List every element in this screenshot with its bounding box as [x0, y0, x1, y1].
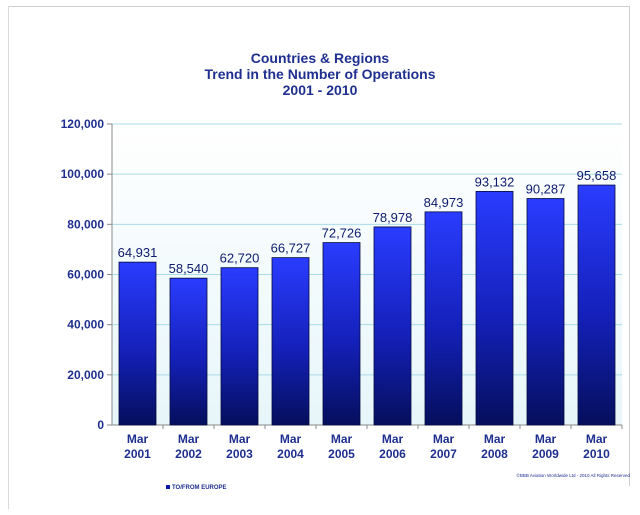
y-tick-label: 60,000	[67, 268, 104, 282]
x-tick-label-year: 2006	[379, 447, 406, 461]
x-tick-label-month: Mar	[433, 432, 455, 446]
bar-mar-2004	[271, 257, 310, 426]
x-tick-label-year: 2001	[124, 447, 151, 461]
bar-mar-2007	[424, 211, 463, 426]
y-tick-label: 0	[97, 418, 104, 432]
data-label: 78,978	[373, 210, 413, 225]
x-tick-label-month: Mar	[382, 432, 404, 446]
bar-mar-2005	[322, 242, 361, 426]
chart-title-line-1: Countries & Regions	[250, 50, 390, 66]
chart-title-line-2: Trend in the Number of Operations	[204, 66, 436, 82]
chart-title-line-3: 2001 - 2010	[282, 82, 358, 98]
y-axis-ticks: 0 20,000 40,000 60,000 80,000 100,000 120,000	[61, 117, 105, 432]
x-axis-ticks: Mar2001Mar2002Mar2003Mar2004Mar2005Mar20…	[124, 432, 610, 461]
x-tick-label-month: Mar	[229, 432, 251, 446]
x-tick-label-year: 2002	[175, 447, 202, 461]
x-tick-label-month: Mar	[586, 432, 608, 446]
legend-label: TO/FROM EUROPE	[172, 485, 227, 491]
data-label: 95,658	[577, 168, 617, 183]
x-tick-label-year: 2008	[481, 447, 508, 461]
data-labels: 64,931 58,540 62,720 66,727 72,726 78,978 84,9…	[118, 168, 617, 276]
bar-mar-2009	[526, 198, 565, 426]
bars	[118, 184, 616, 426]
x-tick-label-year: 2004	[277, 447, 304, 461]
bar-mar-2008	[475, 190, 514, 426]
x-tick-label-year: 2003	[226, 447, 253, 461]
frame-left-edge	[8, 6, 9, 509]
data-label: 72,726	[322, 226, 362, 241]
x-tick-label-month: Mar	[178, 432, 200, 446]
x-tick-label-year: 2010	[583, 447, 610, 461]
x-tick-label-month: Mar	[535, 432, 557, 446]
x-tick-label-year: 2009	[532, 447, 559, 461]
copyright-notice: ©BBB Aviation Worldwide Ltd - 2010 All R…	[516, 473, 630, 478]
x-tick-label-year: 2007	[430, 447, 457, 461]
x-tick-label-month: Mar	[484, 432, 506, 446]
y-tick-label: 120,000	[61, 117, 105, 131]
data-label: 58,540	[169, 261, 209, 276]
y-tick-label: 80,000	[67, 217, 104, 231]
bar-mar-2006	[373, 226, 412, 426]
bar-mar-2002	[169, 277, 208, 426]
x-tick-label-month: Mar	[331, 432, 353, 446]
chart-title: Countries & Regions Trend in the Number …	[0, 50, 640, 98]
chart-frame	[8, 6, 630, 486]
data-label: 62,720	[220, 251, 260, 266]
bar-mar-2010	[577, 184, 616, 426]
y-tick-label: 40,000	[67, 318, 104, 332]
x-tick-label-year: 2005	[328, 447, 355, 461]
y-tick-label: 100,000	[61, 167, 105, 181]
legend: TO/FROM EUROPE	[166, 485, 227, 491]
data-label: 66,727	[271, 241, 311, 256]
data-label: 84,973	[424, 195, 464, 210]
x-tick-label-month: Mar	[280, 432, 302, 446]
bar-mar-2001	[118, 261, 157, 426]
x-tick-label-month: Mar	[127, 432, 149, 446]
y-tick-label: 20,000	[67, 368, 104, 382]
data-label: 90,287	[526, 182, 566, 197]
bar-mar-2003	[220, 267, 259, 426]
data-label: 93,132	[475, 174, 515, 189]
data-label: 64,931	[118, 245, 158, 260]
legend-swatch	[166, 485, 170, 490]
